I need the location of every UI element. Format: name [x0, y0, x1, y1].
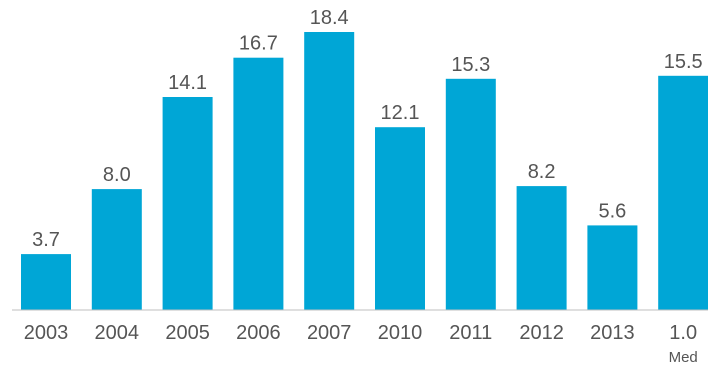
bar-2011 [445, 78, 496, 310]
bar-2005 [162, 97, 213, 310]
bar-2013 [587, 225, 638, 310]
value-label-2011: 15.3 [451, 54, 490, 76]
value-label-2013: 5.6 [598, 200, 626, 222]
value-label-1.0: 15.5 [664, 51, 703, 73]
x-tick-label-2012: 2012 [519, 322, 564, 344]
bar-2003 [21, 254, 71, 310]
bar-2010 [375, 127, 425, 310]
x-tick-label-2007: 2007 [307, 322, 352, 344]
bars-group [21, 32, 708, 311]
x-tick-sublabel-9: Med [669, 349, 698, 366]
bar-2012 [516, 186, 567, 310]
value-label-2003: 3.7 [32, 229, 60, 251]
x-tick-label-2003: 2003 [24, 322, 69, 344]
value-label-2006: 16.7 [239, 33, 278, 55]
value-label-2007: 18.4 [310, 7, 349, 29]
x-tick-label-2004: 2004 [95, 322, 140, 344]
bar-2007 [304, 32, 355, 310]
value-label-2005: 14.1 [168, 72, 207, 94]
x-tick-label-1.0: 1.0 [669, 322, 697, 344]
x-tick-label-2005: 2005 [165, 322, 210, 344]
x-tick-label-2013: 2013 [590, 322, 635, 344]
bar-2006 [233, 57, 284, 311]
value-labels-group: 3.7 8.0 14.1 16.7 18.4 12.1 15.3 8.2 5.6 15.5 [32, 7, 703, 251]
x-tick-labels-group: 2003 2004 2005 2006 2007 2010 2011 2012 2013 1.0 M… [24, 322, 698, 366]
value-label-2012: 8.2 [528, 161, 556, 183]
bar-2004 [91, 189, 142, 310]
x-tick-label-2006: 2006 [236, 322, 281, 344]
x-tick-label-2011: 2011 [449, 322, 492, 344]
x-tick-label-2010: 2010 [378, 322, 423, 344]
value-label-2010: 12.1 [381, 102, 420, 124]
bar-1.0 [658, 75, 708, 310]
value-label-2004: 8.0 [103, 164, 131, 186]
